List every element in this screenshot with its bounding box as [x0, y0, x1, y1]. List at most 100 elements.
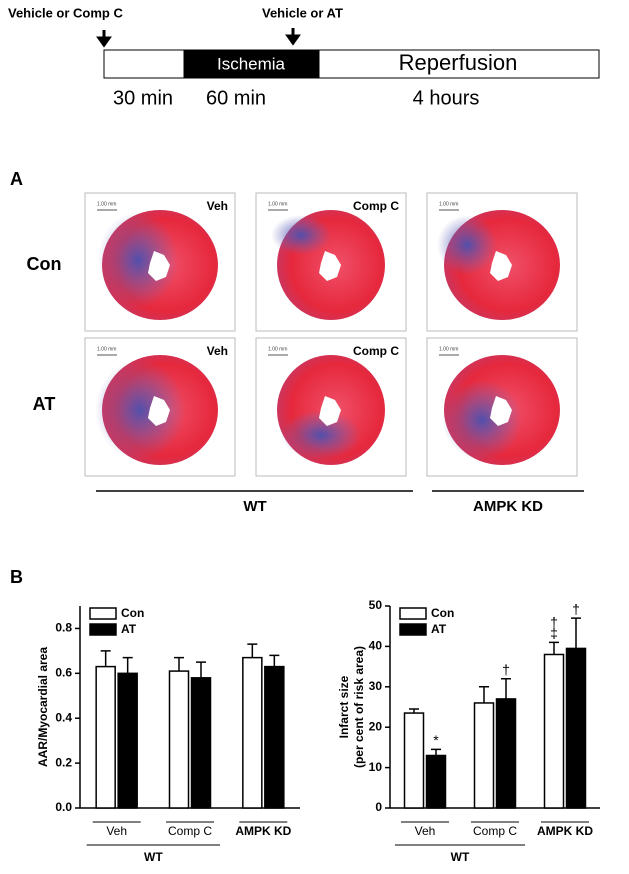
phase-label: Ischemia — [217, 54, 286, 73]
annotation: † — [502, 661, 510, 677]
arrow — [285, 28, 301, 46]
error-bar — [409, 708, 419, 714]
y-tick-label: 0.6 — [55, 666, 72, 680]
annotation: † — [572, 601, 580, 617]
arrow-label: Vehicle or AT — [262, 5, 343, 20]
phase-box — [183, 49, 320, 79]
y-tick-label: 0 — [375, 800, 382, 814]
arrow-label: Vehicle or Comp C — [8, 5, 123, 20]
legend-swatch — [89, 623, 117, 636]
legend-label: AT — [121, 622, 137, 636]
bar — [425, 754, 447, 809]
column-label: Comp C — [353, 199, 399, 213]
group-label: AMPK KD — [473, 498, 543, 515]
bar — [473, 702, 495, 809]
bar — [242, 656, 263, 809]
annotation: ‡ — [550, 625, 558, 641]
error-bar — [122, 656, 133, 674]
error-bar — [196, 661, 206, 678]
lumen — [319, 251, 341, 281]
x-tick-label: AMPK KD — [235, 824, 291, 838]
tissue-image: 1.00 mm — [426, 337, 578, 477]
tissue-image: 1.00 mm Comp C — [255, 337, 407, 477]
error-bar — [431, 748, 441, 756]
tissue-image: 1.00 mm — [426, 192, 578, 332]
bar — [190, 677, 212, 809]
panel-letter: B — [10, 567, 23, 587]
group-label: WT — [144, 850, 163, 864]
y-tick-label: 0.2 — [55, 755, 72, 769]
bar — [117, 672, 138, 809]
scale-bar-label: 1.00 mm — [439, 201, 458, 207]
legend-label: Con — [431, 606, 454, 620]
lumen — [490, 251, 512, 281]
duration: 4 hours — [413, 87, 480, 109]
y-tick-label: 30 — [369, 679, 383, 693]
bar — [168, 670, 190, 809]
legend-swatch — [89, 607, 117, 620]
legend-label: Con — [121, 606, 144, 620]
y-axis-label: AAR/Myocardial area — [36, 647, 50, 767]
y-tick-label: 50 — [369, 598, 383, 612]
scale-bar-label: 1.00 mm — [268, 346, 287, 352]
error-bar — [571, 617, 581, 649]
scale-bar-label: 1.00 mm — [439, 346, 458, 352]
bar — [403, 712, 425, 809]
x-tick-label: Comp C — [168, 824, 212, 838]
bar — [543, 653, 565, 809]
group-label: WT — [243, 498, 266, 515]
x-tick-label: Comp C — [473, 824, 517, 838]
legend-label: AT — [431, 622, 447, 636]
lumen — [490, 396, 512, 426]
x-tick-label: AMPK KD — [537, 824, 593, 838]
arrow — [96, 30, 112, 48]
row-label: Con — [27, 254, 62, 274]
tissue-image: 1.00 mm Veh — [84, 337, 236, 477]
ischemic-zone — [95, 360, 185, 460]
scale-bar-label: 1.00 mm — [97, 346, 116, 352]
y-tick-label: 20 — [369, 719, 383, 733]
y-tick-label: 0.8 — [55, 621, 72, 635]
ischemic-zone — [437, 215, 497, 275]
bar — [95, 665, 116, 809]
column-label: Comp C — [353, 344, 399, 358]
tissue-image: 1.00 mm Comp C — [255, 192, 407, 332]
legend-swatch — [399, 607, 427, 620]
y-axis-label: Infarct size — [337, 675, 351, 738]
error-bar — [479, 686, 489, 703]
error-bar — [549, 641, 559, 655]
error-bar — [501, 677, 511, 699]
y-tick-label: 0.0 — [55, 800, 72, 814]
ischemic-zone — [271, 215, 331, 255]
phase-label: Reperfusion — [399, 50, 518, 75]
error-bar — [247, 643, 258, 658]
phase-box — [318, 49, 600, 79]
annotation: † — [550, 614, 558, 630]
lumen — [148, 396, 170, 426]
ischemic-zone — [98, 212, 178, 308]
y-tick-label: 10 — [369, 760, 383, 774]
phase-box — [103, 49, 185, 79]
panel-letter: A — [10, 169, 23, 189]
duration: 30 min — [113, 87, 173, 109]
scale-bar-label: 1.00 mm — [268, 201, 287, 207]
ischemic-zone — [442, 380, 522, 460]
x-tick-label: Veh — [106, 824, 127, 838]
bar — [495, 698, 517, 809]
y-tick-label: 40 — [369, 639, 383, 653]
duration: 60 min — [206, 87, 266, 109]
group-label: WT — [451, 850, 470, 864]
ischemic-zone — [281, 410, 361, 460]
row-label: AT — [33, 394, 56, 414]
legend-swatch — [399, 623, 427, 636]
x-tick-label: Veh — [415, 824, 436, 838]
error-bar — [269, 654, 280, 667]
error-bar — [174, 656, 184, 672]
tissue-image: 1.00 mm Veh — [84, 192, 236, 332]
y-axis-label: (per cent of risk area) — [352, 646, 366, 768]
annotation: * — [433, 732, 439, 748]
bar — [264, 665, 285, 809]
lumen — [148, 251, 170, 281]
scale-bar-label: 1.00 mm — [97, 201, 116, 207]
